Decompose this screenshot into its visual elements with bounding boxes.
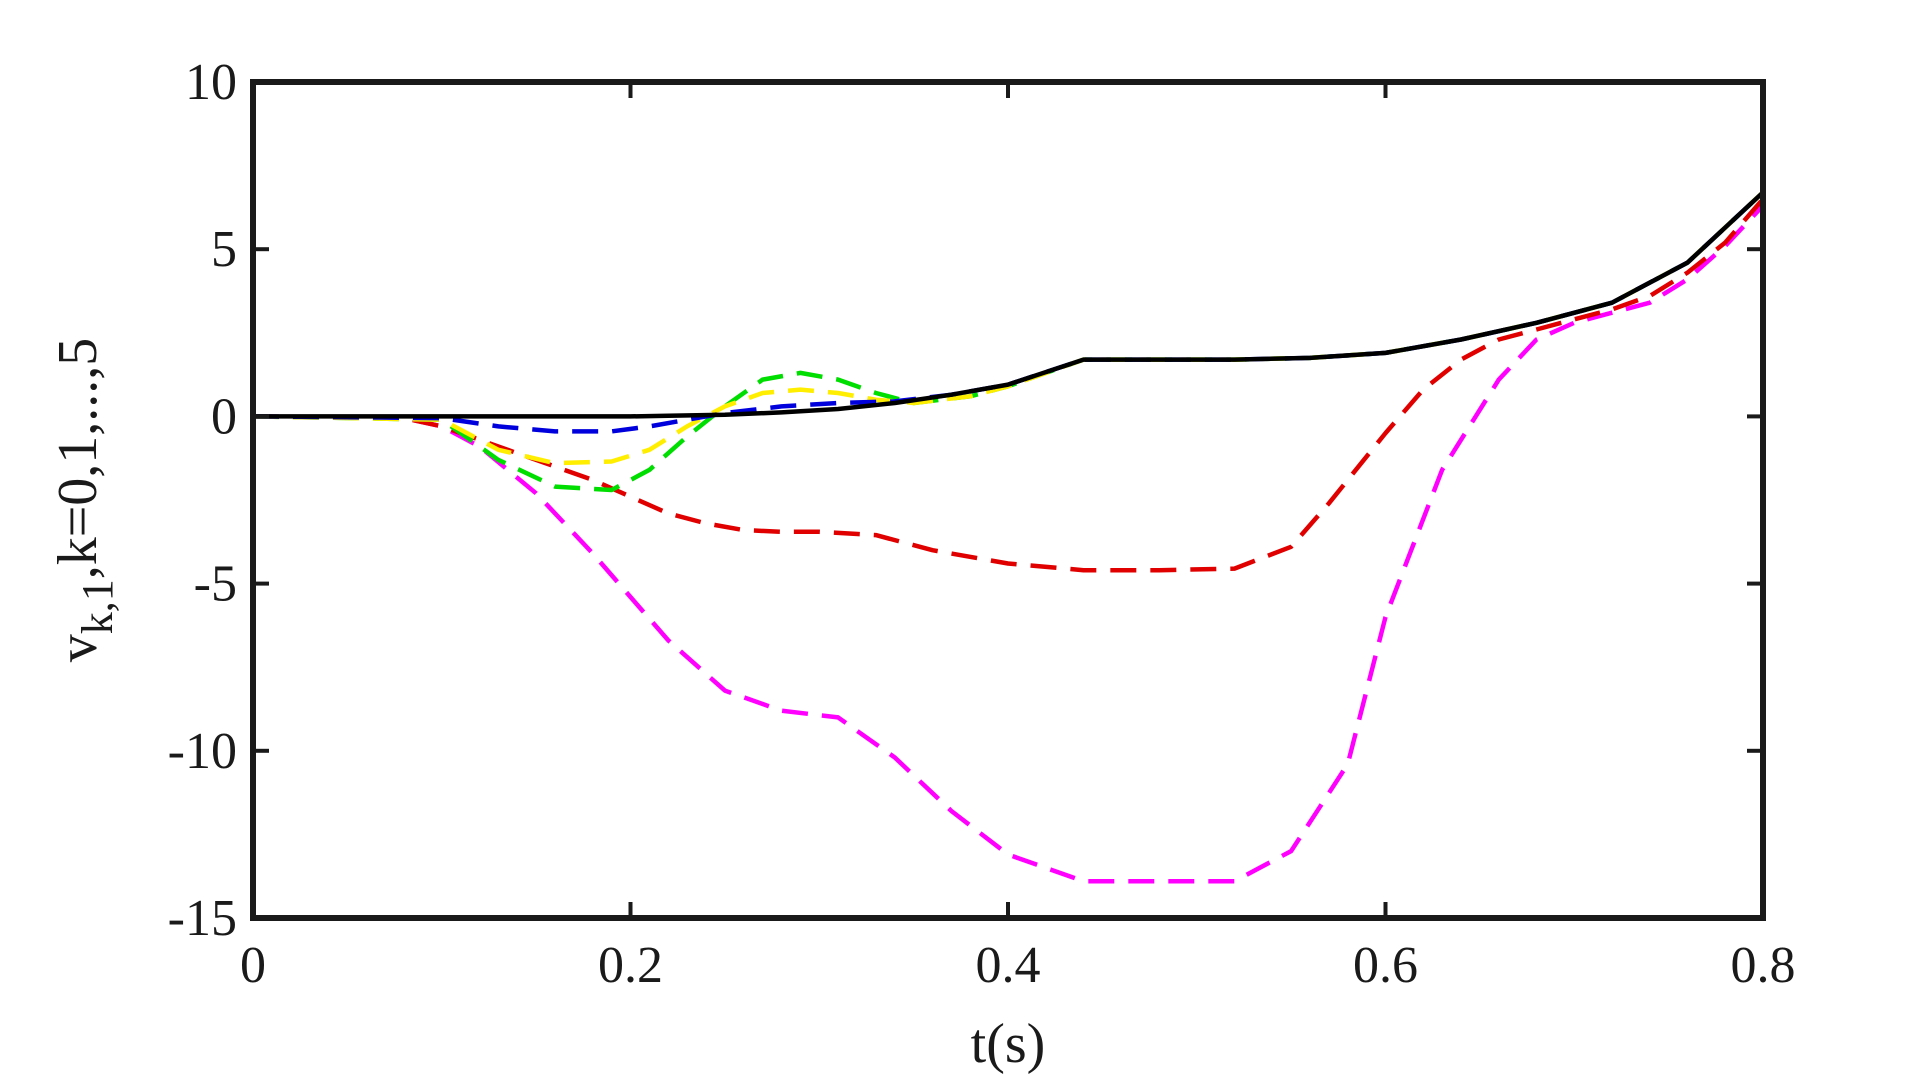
tick-label-layer: 0 0.2 0.4 0.6 0.8 10 5 0 -5 -10 -15 (168, 54, 1796, 994)
tick-layer (251, 80, 1765, 920)
series-line-1 (252, 197, 1765, 573)
y-axis-label: vk,1,k=0,1,...,5 (47, 338, 122, 663)
series-line-0 (252, 204, 1765, 884)
plot-frame (250, 79, 1766, 921)
series-line-4 (252, 190, 1765, 434)
y-tick-label: 0 (211, 388, 237, 445)
y-axis-label-rest: ,k=0,1,...,5 (47, 338, 109, 580)
y-tick-label: -5 (194, 556, 237, 613)
y-tick-label: 5 (211, 221, 237, 278)
y-axis-label-base: v (47, 634, 109, 662)
y-tick-label: -10 (168, 723, 237, 780)
x-tick-label: 0.8 (1731, 937, 1796, 994)
y-tick-label: 10 (185, 54, 237, 111)
x-axis-label: t(s) (971, 1013, 1046, 1074)
y-axis-label-subscript: k,1 (73, 579, 122, 634)
y-tick-label: -15 (168, 890, 237, 947)
x-tick-label: 0 (240, 937, 266, 994)
x-tick-label: 0.6 (1353, 937, 1418, 994)
x-tick-label: 0.4 (976, 937, 1041, 994)
series-layer (252, 190, 1765, 884)
series-line-5 (253, 190, 1765, 419)
x-tick-label: 0.2 (598, 937, 663, 994)
